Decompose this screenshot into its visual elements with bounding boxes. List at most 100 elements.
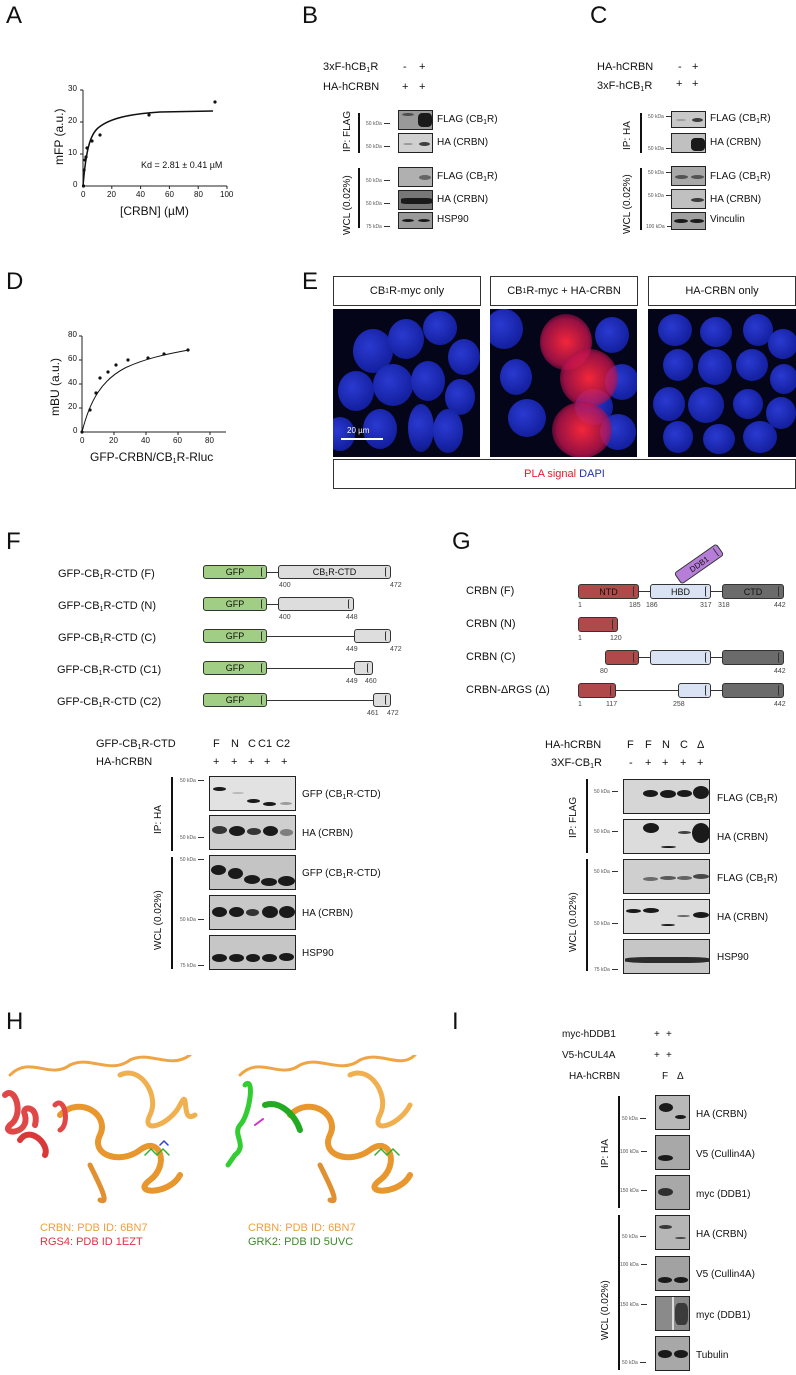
ctd-domain — [722, 683, 784, 698]
blot-label: HSP90 — [437, 214, 469, 225]
kda-marker: 50 kDa — [648, 193, 672, 199]
cb1r-ctd-domain — [373, 693, 391, 707]
blot-label: FLAG (CB1R) — [717, 793, 778, 805]
bracket — [358, 168, 360, 228]
xtick: 100 — [220, 190, 234, 199]
kda-marker: 50 kDa — [648, 114, 672, 120]
hbd-domain — [650, 650, 711, 665]
wcl-label: WCL (0.02%) — [342, 175, 353, 235]
lane-label: Δ — [697, 739, 705, 751]
legend-box: PLA signal DAPI — [333, 459, 796, 489]
lane-sign: + — [676, 78, 683, 90]
blot-label: myc (DDB1) — [696, 1310, 751, 1321]
blot-label: FLAG (CB1R) — [437, 114, 498, 126]
blot-label: Tubulin — [696, 1350, 729, 1361]
condition-label: HA-hCRBN — [597, 61, 654, 73]
blot-strip — [398, 212, 433, 229]
gfp-domain: GFP — [203, 629, 267, 643]
wcl-label: WCL (0.02%) — [153, 890, 164, 950]
lane-sign: + — [248, 756, 255, 768]
construct-name: CRBN (C) — [466, 651, 516, 663]
kda-marker: 50 kDa — [622, 1234, 646, 1240]
bracket — [171, 857, 173, 969]
blot-label: HSP90 — [302, 948, 334, 959]
kda-marker: 50 kDa — [180, 917, 204, 923]
ytick: 0 — [73, 426, 78, 435]
xtick: 20 — [107, 190, 116, 199]
kda-marker: 75 kDa — [180, 963, 204, 969]
blot-label: HA (CRBN) — [710, 137, 762, 148]
lane-sign: + — [666, 1029, 672, 1040]
chart-a: 30 20 10 0 0 20 40 60 80 100 Kd = 2.81 ±… — [40, 80, 240, 220]
kda-marker: 50 kDa — [622, 1360, 646, 1366]
ctd-domain — [722, 650, 784, 665]
blot-label: HSP90 — [717, 952, 749, 963]
y-axis-label: mBU (a.u.) — [48, 357, 62, 416]
blot-strip — [398, 110, 433, 130]
xtick: 20 — [109, 436, 118, 445]
ntd-domain — [578, 683, 616, 698]
lane-sign: - — [403, 61, 407, 73]
cb1r-ctd-domain: CB₁R-CTD — [278, 565, 391, 579]
binding-curve-plot-a — [80, 89, 228, 189]
kda-marker: 100 kDa — [620, 1149, 647, 1155]
condition-label: 3XF-CB1R — [551, 757, 602, 770]
y-axis-label: mFP (a.u.) — [52, 108, 66, 165]
residue-number: 461 — [367, 710, 379, 717]
construct-name: GFP-CB1R-CTD (N) — [58, 600, 157, 613]
condition-label: myc-hDDB1 — [562, 1029, 616, 1040]
bracket — [586, 779, 588, 853]
x-axis-label-d: GFP-CRBN/CB1R-Rluc — [90, 450, 214, 465]
micrograph-crbn-only — [648, 309, 796, 457]
chart-d: 80 60 40 20 0 0 20 40 60 80 mBU (a.u.) — [40, 330, 240, 460]
panel-label-h: H — [6, 1008, 24, 1035]
kda-marker: 150 kDa — [620, 1188, 647, 1194]
blot-strip — [655, 1135, 690, 1170]
lane-sign: + — [680, 757, 687, 769]
micrograph-cb1r-plus-crbn — [490, 309, 637, 457]
kda-marker: 50 kDa — [594, 829, 618, 835]
blot-label: FLAG (CB1R) — [717, 873, 778, 885]
residue-number: 185 — [629, 602, 641, 609]
lane-sign: + — [213, 756, 220, 768]
blot-label: HA (CRBN) — [717, 832, 769, 843]
blot-strip — [398, 133, 433, 153]
ytick: 80 — [68, 330, 77, 339]
lane-label: C2 — [276, 738, 291, 750]
blot-strip — [209, 776, 296, 811]
blot-label: V5 (Cullin4A) — [696, 1269, 755, 1280]
residue-number: 448 — [346, 614, 358, 621]
lane-label: F — [645, 739, 652, 751]
lane-sign: + — [692, 61, 699, 73]
cb1r-ctd-domain — [278, 597, 354, 611]
cb1r-ctd-domain — [354, 661, 373, 675]
blot-strip — [655, 1175, 690, 1210]
lane-sign: + — [419, 61, 426, 73]
blot-strip — [671, 133, 706, 153]
kda-marker: 50 kDa — [594, 869, 618, 875]
bracket — [358, 113, 360, 153]
lane-label: F — [627, 739, 634, 751]
kda-marker: 100 kDa — [646, 224, 673, 230]
blot-label: HA (CRBN) — [717, 912, 769, 923]
ytick: 0 — [73, 180, 78, 189]
lane-sign: + — [231, 756, 238, 768]
bracket — [640, 113, 642, 153]
construct-name: GFP-CB1R-CTD (C) — [58, 632, 157, 645]
residue-number: 1 — [578, 635, 582, 642]
lane-sign: + — [697, 757, 704, 769]
scale-bar — [341, 438, 383, 440]
condition-header: CB 1 R-myc + HA-CRBN — [490, 276, 638, 306]
bracket — [618, 1215, 620, 1370]
construct-name: GFP-CB1R-CTD (C2) — [57, 696, 162, 709]
scale-bar-label: 20 µm — [347, 426, 370, 435]
ytick: 20 — [68, 116, 77, 125]
lane-sign: - — [629, 757, 633, 769]
ntd-domain — [578, 617, 618, 632]
panel-label-e: E — [302, 268, 319, 295]
residue-number: 442 — [774, 602, 786, 609]
blot-label: FLAG (CB1R) — [437, 171, 498, 183]
structure-caption: CRBN: PDB ID: 6BN7 — [40, 1222, 148, 1234]
wcl-label: WCL (0.02%) — [622, 174, 633, 234]
ytick: 10 — [68, 148, 77, 157]
